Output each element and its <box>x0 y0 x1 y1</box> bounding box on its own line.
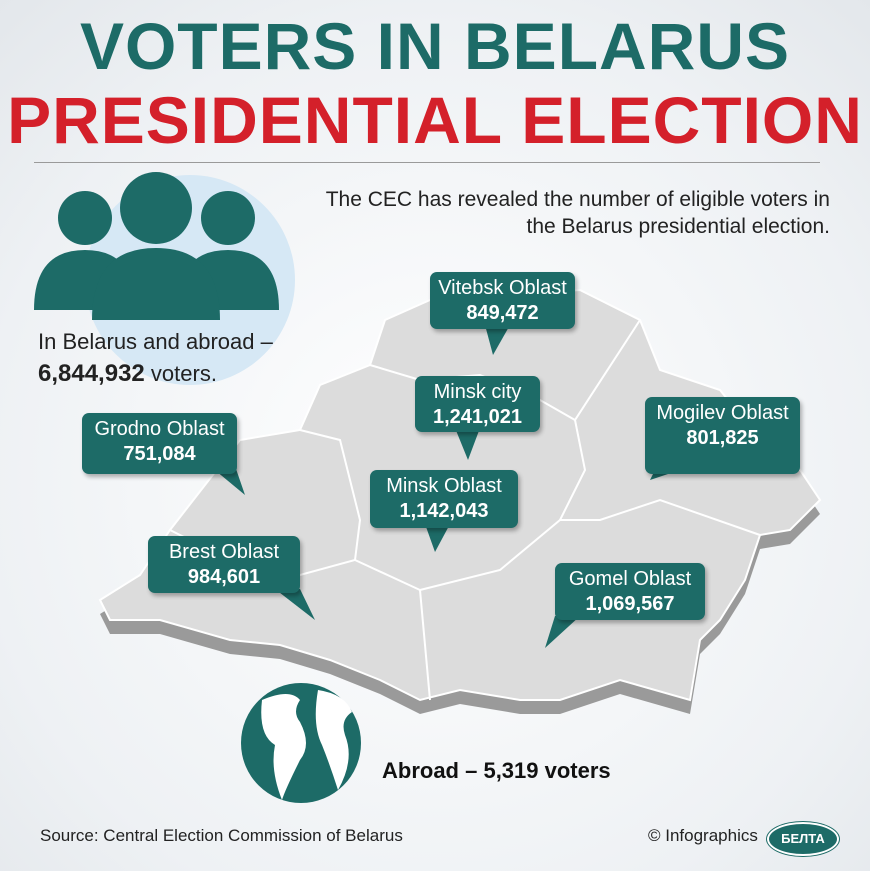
region-name: Gomel Oblast <box>568 568 692 590</box>
region-callout: Brest Oblast 984,601 <box>148 536 300 593</box>
region-callout: Mogilev Oblast 801,825 <box>645 397 800 474</box>
total-text: In Belarus and abroad – <box>38 329 273 354</box>
credit: © Infographics <box>648 826 758 845</box>
region-voters: 1,241,021 <box>433 406 522 428</box>
region-name: Minsk Oblast <box>386 475 502 497</box>
region-voters: 801,825 <box>686 427 759 449</box>
total-unit: voters. <box>150 361 217 386</box>
region-voters: 751,084 <box>123 443 196 465</box>
region-voters: 984,601 <box>187 566 261 588</box>
region-name: Mogilev Oblast <box>656 402 789 424</box>
title-line: VOTERS IN BELARUS <box>79 9 791 83</box>
region-callout: Minsk city 1,241,021 <box>415 376 540 432</box>
region-name: Brest Oblast <box>168 541 280 563</box>
title-line: PRESIDENTIAL ELECTION <box>7 83 863 157</box>
abroad: Abroad – 5,319 voters <box>382 758 611 783</box>
region-callout: Gomel Oblast 1,069,567 <box>555 563 705 620</box>
region-voters: 849,472 <box>466 302 539 324</box>
region-name: Grodno Oblast <box>94 418 225 440</box>
region-callout: Minsk Oblast 1,142,043 <box>370 470 518 528</box>
total: In Belarus and abroad – 6,844,932 voters. <box>38 326 273 390</box>
people-icon <box>34 172 279 320</box>
region-voters: 1,069,567 <box>585 593 675 615</box>
intro: The CEC has revealed the number of eligi… <box>326 186 830 240</box>
region-callout: Grodno Oblast 751,084 <box>82 413 237 474</box>
total-value: 6,844,932 <box>38 360 145 387</box>
logo: БЕЛТА <box>767 822 839 856</box>
divider <box>34 162 820 163</box>
region-callout: Vitebsk Oblast 849,472 <box>430 272 575 329</box>
region-name: Minsk city <box>433 381 522 403</box>
region-name: Vitebsk Oblast <box>438 277 567 299</box>
intro-line: the Belarus presidential election. <box>526 215 830 238</box>
globe-icon <box>241 683 361 803</box>
source: Source: Central Election Commission of B… <box>40 826 403 845</box>
intro-line: The CEC has revealed the number of eligi… <box>325 188 830 211</box>
region-voters: 1,142,043 <box>399 500 489 522</box>
